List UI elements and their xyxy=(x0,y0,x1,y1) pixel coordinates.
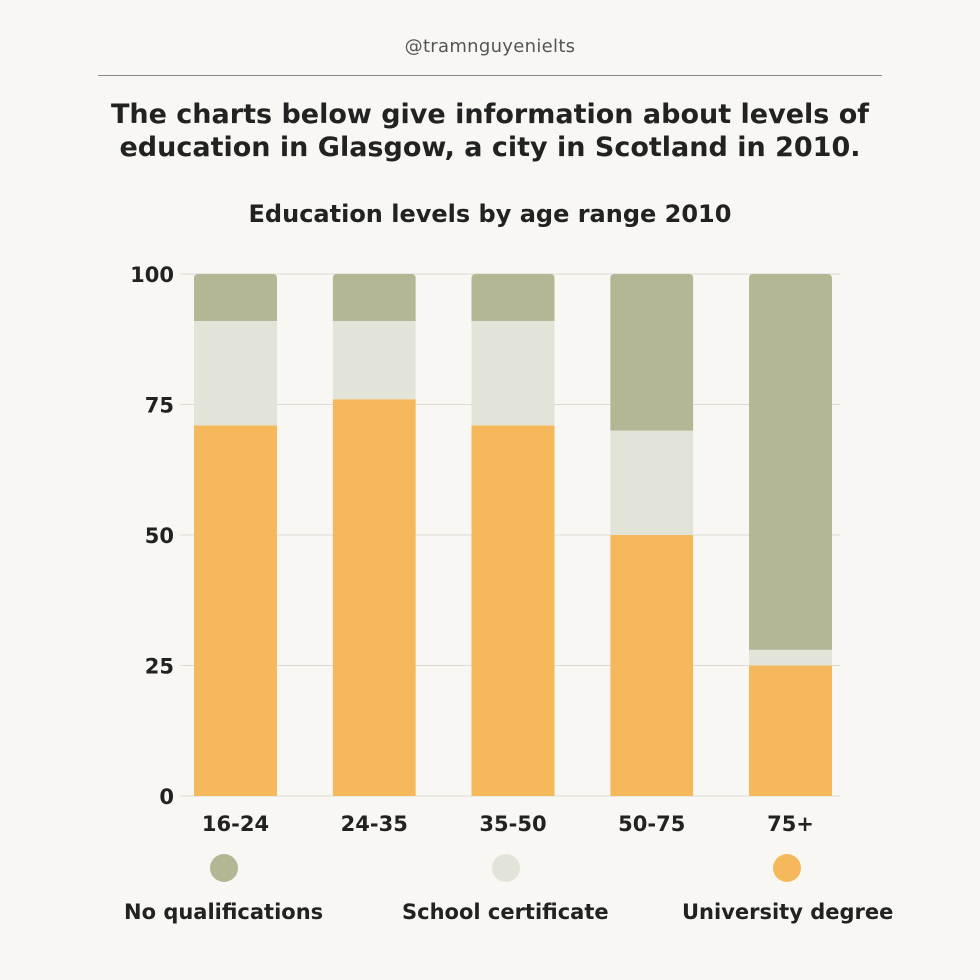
bar-24-35-no-qualifications xyxy=(332,274,416,321)
heading-line-2: education in Glasgow, a city in Scotland… xyxy=(119,132,861,163)
y-tick-label-0: 0 xyxy=(159,785,174,809)
x-tick-label-35-50: 35-50 xyxy=(479,812,546,836)
y-tick-label-100: 100 xyxy=(130,263,174,287)
y-tick-label-75: 75 xyxy=(145,394,174,418)
y-tick-label-50: 50 xyxy=(145,524,174,548)
bar-50-75-school-certificate xyxy=(610,430,694,535)
x-tick-labels: 16-24 24-35 35-50 50-75 75+ xyxy=(202,812,814,836)
bar-stack-75+ xyxy=(749,274,832,796)
bar-50-75-no-qualifications xyxy=(610,274,694,431)
author-handle: @tramnguyenielts xyxy=(404,36,576,57)
bar-24-35-university-degree xyxy=(332,399,416,796)
bar-stack-24-35 xyxy=(332,274,416,796)
bar-35-50-university-degree xyxy=(471,425,555,796)
legend-item-no-qualifications: No qualifications xyxy=(124,850,424,940)
x-tick-label-16-24: 16-24 xyxy=(202,812,269,836)
bar-35-50-school-certificate xyxy=(471,320,555,426)
legend-swatch-university-degree xyxy=(773,854,801,882)
legend-swatch-no-qualifications xyxy=(210,854,238,882)
x-tick-label-50-75: 50-75 xyxy=(618,812,685,836)
x-tick-label-75+: 75+ xyxy=(767,812,814,836)
bar-75+-no-qualifications xyxy=(749,274,832,650)
bars xyxy=(194,274,832,796)
bar-stack-35-50 xyxy=(471,274,555,796)
x-tick-label-24-35: 24-35 xyxy=(341,812,408,836)
page-heading: The charts below give information about … xyxy=(60,98,920,164)
y-tick-label-25: 25 xyxy=(145,655,174,679)
legend-item-school-certificate: School certificate xyxy=(402,850,702,940)
bar-35-50-no-qualifications xyxy=(471,274,555,321)
legend-swatch-school-certificate xyxy=(492,854,520,882)
legend-label-school-certificate: School certificate xyxy=(402,900,609,924)
legend-item-university-degree: University degree xyxy=(682,850,980,940)
legend-label-university-degree: University degree xyxy=(682,900,894,924)
chart-title: Education levels by age range 2010 xyxy=(248,200,732,228)
bar-16-24-school-certificate xyxy=(194,320,277,426)
bar-16-24-university-degree xyxy=(194,425,277,796)
bar-50-75-university-degree xyxy=(610,535,694,796)
heading-line-1: The charts below give information about … xyxy=(110,99,870,130)
bar-stack-16-24 xyxy=(194,274,277,796)
bar-stack-50-75 xyxy=(610,274,694,796)
bar-75+-university-degree xyxy=(749,665,832,796)
y-tick-labels: 0 25 50 75 100 xyxy=(130,263,174,809)
bar-16-24-no-qualifications xyxy=(194,274,277,321)
header-divider xyxy=(98,75,882,76)
legend-label-no-qualifications: No qualifications xyxy=(124,900,324,924)
bar-75+-school-certificate xyxy=(749,649,832,666)
bar-24-35-school-certificate xyxy=(332,320,416,400)
